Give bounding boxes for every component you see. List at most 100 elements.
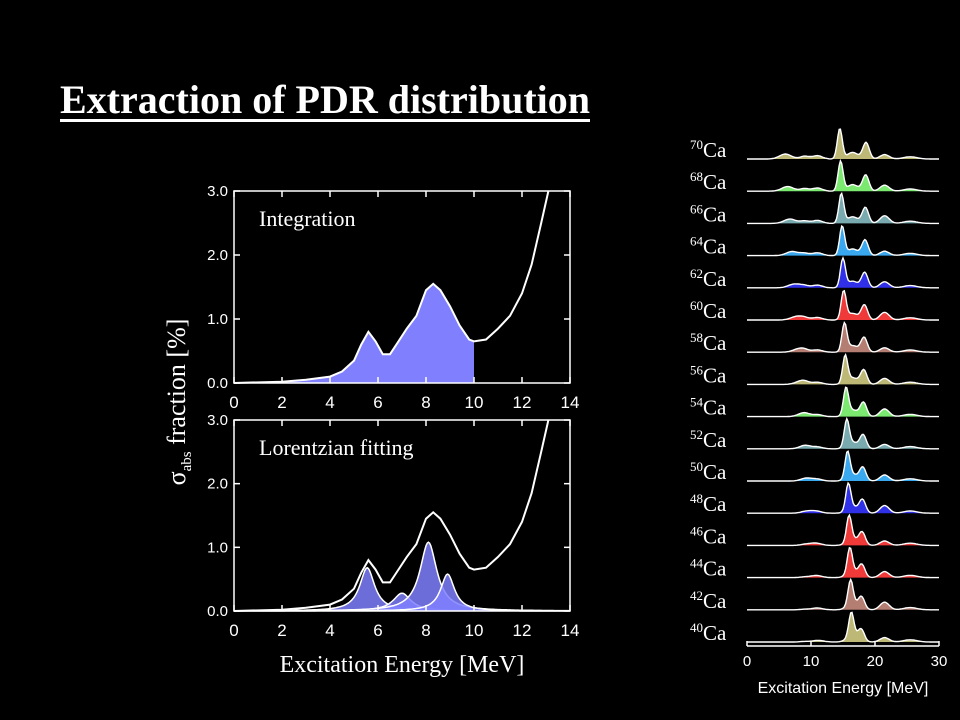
ridge-outline: [747, 128, 939, 160]
x-tick-label: 0: [229, 621, 238, 640]
isotope-mass: 60: [690, 298, 703, 313]
isotope-element: Ca: [703, 557, 727, 581]
panel-label: Integration: [259, 206, 356, 231]
total-strength-curve: [233, 419, 550, 612]
isotope-label: 66Ca: [690, 201, 727, 226]
y-tick-label: 0.0: [207, 375, 228, 392]
ridge-ca-46: 46Ca: [690, 513, 939, 548]
isotope-label: 56Ca: [690, 362, 727, 387]
lorentzian-panel: 0 2 4 6 8 10 12 14 0.0 1.0 2.0 3.0 Lorentzian fittin…: [207, 412, 579, 640]
isotope-label: 54Ca: [690, 395, 727, 420]
isotope-element: Ca: [703, 589, 727, 613]
ridge-outline: [747, 450, 939, 482]
isotope-mass: 42: [690, 588, 703, 603]
ridge-x-tick-label: 20: [867, 653, 884, 670]
ridge-ca-54: 54Ca: [690, 386, 939, 420]
calcium-isotope-chart: 70Ca68Ca66Ca64Ca62Ca60Ca58Ca56Ca54Ca52Ca…: [690, 128, 948, 697]
isotope-element: Ca: [703, 396, 727, 420]
ridge-outline: [747, 416, 939, 450]
isotope-element: Ca: [703, 524, 727, 548]
x-axis-label: Excitation Energy [MeV]: [280, 652, 525, 678]
ridge-fill: [747, 290, 939, 320]
ridge-outline: [747, 481, 939, 514]
ridge-ca-40: 40Ca: [690, 611, 939, 645]
ridge-ca-42: 42Ca: [690, 577, 939, 613]
ridge-fill: [747, 226, 939, 256]
ridge-ca-56: 56Ca: [690, 352, 939, 387]
x-tick-label: 2: [277, 621, 286, 640]
isotope-mass: 64: [690, 234, 704, 249]
isotope-mass: 40: [690, 620, 703, 635]
ridge-ca-64: 64Ca: [690, 224, 939, 259]
x-tick-label: 6: [373, 393, 382, 412]
x-tick-label: 14: [561, 393, 580, 412]
isotope-label: 70Ca: [690, 137, 727, 162]
isotope-label: 58Ca: [690, 330, 727, 355]
y-label-symbol: σ: [162, 471, 191, 485]
x-tick-label: 12: [513, 621, 532, 640]
ridge-outline: [747, 289, 939, 321]
isotope-label: 50Ca: [690, 459, 727, 484]
x-tick-label: 10: [465, 621, 484, 640]
ridge-fill: [747, 418, 939, 449]
ridge-fill: [747, 258, 939, 288]
isotope-element: Ca: [703, 492, 727, 516]
ridge-outline: [747, 577, 939, 611]
ridge-x-tick-label: 30: [931, 653, 948, 670]
isotope-element: Ca: [703, 170, 727, 194]
ridge-outline: [747, 513, 939, 547]
isotope-mass: 46: [690, 523, 704, 538]
isotope-label: 68Ca: [690, 169, 727, 194]
y-axis-label: σabs fraction [%]: [162, 319, 195, 486]
total-strength-curve: [233, 190, 550, 384]
ridge-fill: [747, 160, 939, 192]
isotope-mass: 52: [690, 427, 703, 442]
isotope-label: 64Ca: [690, 234, 727, 259]
ridge-fill: [747, 354, 939, 385]
y-tick-label: 3.0: [207, 412, 228, 429]
x-tick-label: 14: [561, 621, 580, 640]
isotope-element: Ca: [703, 460, 727, 484]
x-tick-label: 8: [421, 621, 430, 640]
isotope-mass: 70: [690, 137, 703, 152]
isotope-mass: 68: [690, 169, 703, 184]
x-tick-label: 4: [325, 393, 334, 412]
ridge-ca-44: 44Ca: [690, 546, 939, 581]
ridge-ca-62: 62Ca: [690, 256, 939, 291]
ridge-fill: [747, 547, 939, 578]
ridge-outline: [747, 158, 939, 192]
isotope-mass: 66: [690, 201, 704, 216]
isotope-mass: 62: [690, 266, 703, 281]
ridge-outline: [747, 320, 939, 353]
ridge-outline: [747, 224, 939, 257]
ridge-fill: [747, 129, 939, 159]
ridge-outline: [747, 191, 939, 225]
isotope-mass: 54: [690, 395, 704, 410]
ridge-ca-68: 68Ca: [690, 158, 939, 194]
isotope-element: Ca: [703, 202, 727, 226]
isotope-element: Ca: [703, 331, 727, 355]
ridge-fill: [747, 612, 939, 642]
ridge-ca-58: 58Ca: [690, 320, 939, 355]
x-tick-label: 6: [373, 621, 382, 640]
ridge-outline: [747, 256, 939, 289]
isotope-mass: 56: [690, 362, 704, 377]
isotope-element: Ca: [703, 299, 727, 323]
isotope-label: 42Ca: [690, 588, 727, 613]
ridge-ca-48: 48Ca: [690, 481, 939, 516]
isotope-label: 60Ca: [690, 298, 727, 323]
ridge-x-axis-label: Excitation Energy [MeV]: [758, 680, 929, 697]
ridge-ca-66: 66Ca: [690, 191, 939, 226]
slide-title: Extraction of PDR distribution: [60, 77, 590, 122]
isotope-mass: 44: [690, 556, 704, 571]
y-label-subscript: abs: [179, 451, 195, 471]
isotope-label: 40Ca: [690, 620, 727, 645]
isotope-mass: 48: [690, 491, 703, 506]
y-tick-label: 1.0: [207, 539, 228, 556]
isotope-mass: 50: [690, 459, 703, 474]
y-label-rest: fraction [%]: [162, 319, 191, 452]
plot-frame: [233, 190, 571, 384]
y-tick-label: 2.0: [207, 247, 228, 264]
isotope-label: 52Ca: [690, 427, 727, 452]
